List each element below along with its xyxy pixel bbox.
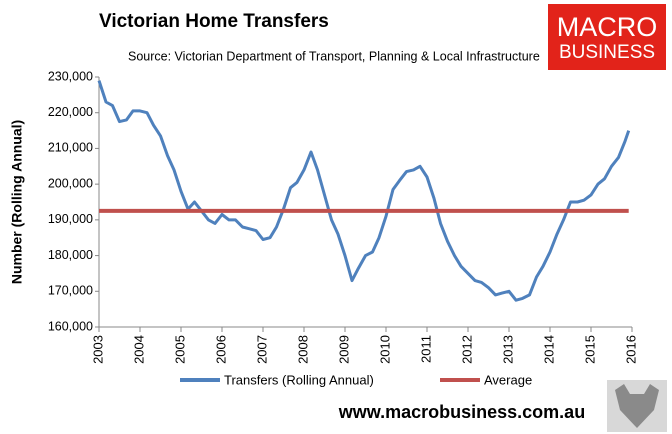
x-tick-label: 2007 [254,335,269,364]
website: www.macrobusiness.com.au [338,402,585,422]
x-tick-label: 2015 [582,335,597,364]
series-line [97,80,631,302]
y-tick-label: 190,000 [48,212,93,226]
y-tick-label: 220,000 [48,105,93,119]
legend-label: Average [484,372,532,387]
y-tick-label: 200,000 [48,176,93,190]
y-tick-label: 180,000 [48,248,93,262]
x-tick-label: 2012 [459,335,474,364]
x-tick-label: 2004 [131,335,146,364]
x-tick-label: 2009 [336,335,351,364]
chart-subtitle: Source: Victorian Department of Transpor… [128,49,540,63]
wolf-icon [615,384,659,428]
x-tick-label: 2011 [418,335,433,363]
logo-box [548,4,666,70]
x-tick-label: 2016 [623,335,638,364]
chart-title: Victorian Home Transfers [99,11,329,32]
logo-text: BUSINESS [559,42,655,63]
x-tick-label: 2006 [213,335,228,364]
y-tick-label: 230,000 [48,69,93,83]
x-tick-label: 2003 [90,335,105,364]
y-tick-label: 160,000 [48,319,93,333]
x-tick-label: 2013 [500,335,515,364]
y-axis-label: Number (Rolling Annual) [9,120,25,284]
x-tick-label: 2010 [377,335,392,364]
logo-text: MACRO [557,12,658,42]
x-tick-label: 2008 [295,335,310,364]
y-tick-label: 170,000 [48,284,93,298]
y-tick-label: 210,000 [48,141,93,155]
x-tick-label: 2014 [541,335,556,364]
legend-label: Transfers (Rolling Annual) [224,372,374,387]
x-tick-label: 2005 [172,335,187,364]
